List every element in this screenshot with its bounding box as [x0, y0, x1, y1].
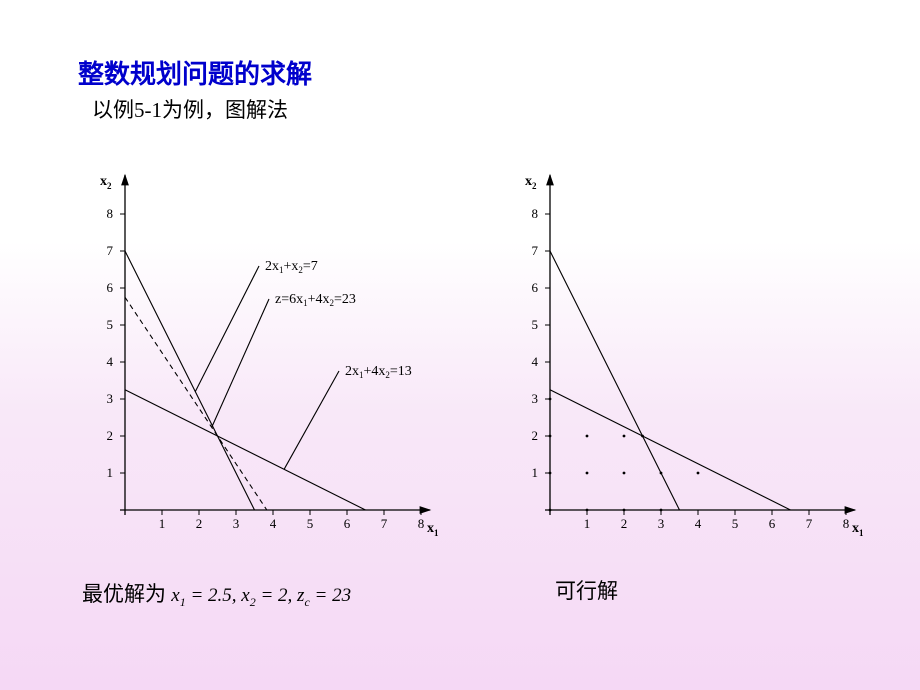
- svg-text:2: 2: [196, 516, 203, 531]
- feasible-point: [697, 472, 700, 475]
- svg-text:5: 5: [107, 317, 114, 332]
- line-2x1-x2-7: [550, 251, 680, 510]
- svg-text:x2: x2: [100, 174, 112, 191]
- right-chart: 1 2 3 4 5 6 7 8 1 2 3 4 5 6 7 8 x2 x1: [500, 165, 870, 555]
- left-caption: 最优解为 x1 = 2.5, x2 = 2, zc = 23: [82, 578, 351, 610]
- page-subtitle: 以例5-1为例，图解法: [92, 94, 288, 124]
- sol-x1-eq: = 2.5,: [186, 585, 242, 606]
- left-caption-prefix: 最优解为: [82, 582, 171, 606]
- svg-text:4: 4: [270, 516, 277, 531]
- page-title: 整数规划问题的求解: [78, 54, 312, 91]
- svg-text:8: 8: [107, 206, 114, 221]
- sol-x1-var: x: [171, 585, 179, 606]
- svg-text:x1: x1: [427, 521, 439, 538]
- left-chart: 1 2 3 4 5 6 7 8 1 2 3 4 5 6 7 8 x2 x1 2x1+x2=7 z=6x1+4x2=23…: [75, 165, 445, 555]
- svg-text:8: 8: [532, 206, 539, 221]
- line-2x1-x2-7: [125, 251, 255, 510]
- charts-row: 1 2 3 4 5 6 7 8 1 2 3 4 5 6 7 8 x2 x1 2x1+x2=7 z=6x1+4x2=23…: [75, 165, 870, 560]
- svg-text:3: 3: [233, 516, 240, 531]
- feasible-point: [586, 509, 589, 512]
- svg-text:6: 6: [532, 280, 539, 295]
- feasible-point: [623, 472, 626, 475]
- svg-text:4: 4: [532, 354, 539, 369]
- svg-text:x2: x2: [525, 174, 537, 191]
- svg-text:6: 6: [107, 280, 114, 295]
- svg-text:7: 7: [107, 243, 114, 258]
- svg-text:4: 4: [107, 354, 114, 369]
- sol-x2-eq: = 2,: [256, 585, 297, 606]
- right-caption: 可行解: [555, 575, 618, 605]
- feasible-point: [549, 509, 552, 512]
- feasible-point: [586, 435, 589, 438]
- svg-text:5: 5: [532, 317, 539, 332]
- svg-text:1: 1: [107, 465, 114, 480]
- label-z-23: z=6x1+4x2=23: [275, 292, 356, 308]
- feasible-point: [549, 472, 552, 475]
- svg-text:8: 8: [418, 516, 425, 531]
- svg-text:5: 5: [732, 516, 739, 531]
- svg-text:1: 1: [584, 516, 591, 531]
- svg-text:7: 7: [532, 243, 539, 258]
- svg-text:1: 1: [159, 516, 166, 531]
- svg-text:3: 3: [107, 391, 114, 406]
- svg-text:7: 7: [381, 516, 388, 531]
- feasible-point: [549, 398, 552, 401]
- svg-text:3: 3: [532, 391, 539, 406]
- svg-text:6: 6: [344, 516, 351, 531]
- svg-text:x1: x1: [852, 521, 864, 538]
- feasible-point: [641, 435, 644, 438]
- sol-z-eq: = 23: [310, 585, 351, 606]
- label-2x1-4x2-13: 2x1+4x2=13: [345, 364, 412, 380]
- svg-text:7: 7: [806, 516, 813, 531]
- feasible-point: [623, 509, 626, 512]
- line-z-23: [125, 297, 267, 510]
- svg-text:5: 5: [307, 516, 314, 531]
- label-2x1-x2-7: 2x1+x2=7: [265, 259, 318, 275]
- svg-text:8: 8: [843, 516, 850, 531]
- feasible-point: [623, 435, 626, 438]
- right-chart-wrap: 1 2 3 4 5 6 7 8 1 2 3 4 5 6 7 8 x2 x1: [500, 165, 870, 560]
- svg-text:2: 2: [621, 516, 628, 531]
- sol-x2-var: x: [241, 585, 249, 606]
- feasible-point: [660, 509, 663, 512]
- svg-text:4: 4: [695, 516, 702, 531]
- feasible-point: [549, 435, 552, 438]
- svg-text:1: 1: [532, 465, 539, 480]
- svg-text:6: 6: [769, 516, 776, 531]
- svg-text:2: 2: [107, 428, 114, 443]
- feasible-point: [586, 472, 589, 475]
- svg-text:2: 2: [532, 428, 539, 443]
- left-chart-wrap: 1 2 3 4 5 6 7 8 1 2 3 4 5 6 7 8 x2 x1 2x1+x2=7 z=6x1+4x2=23…: [75, 165, 445, 560]
- feasible-point: [660, 472, 663, 475]
- svg-text:3: 3: [658, 516, 665, 531]
